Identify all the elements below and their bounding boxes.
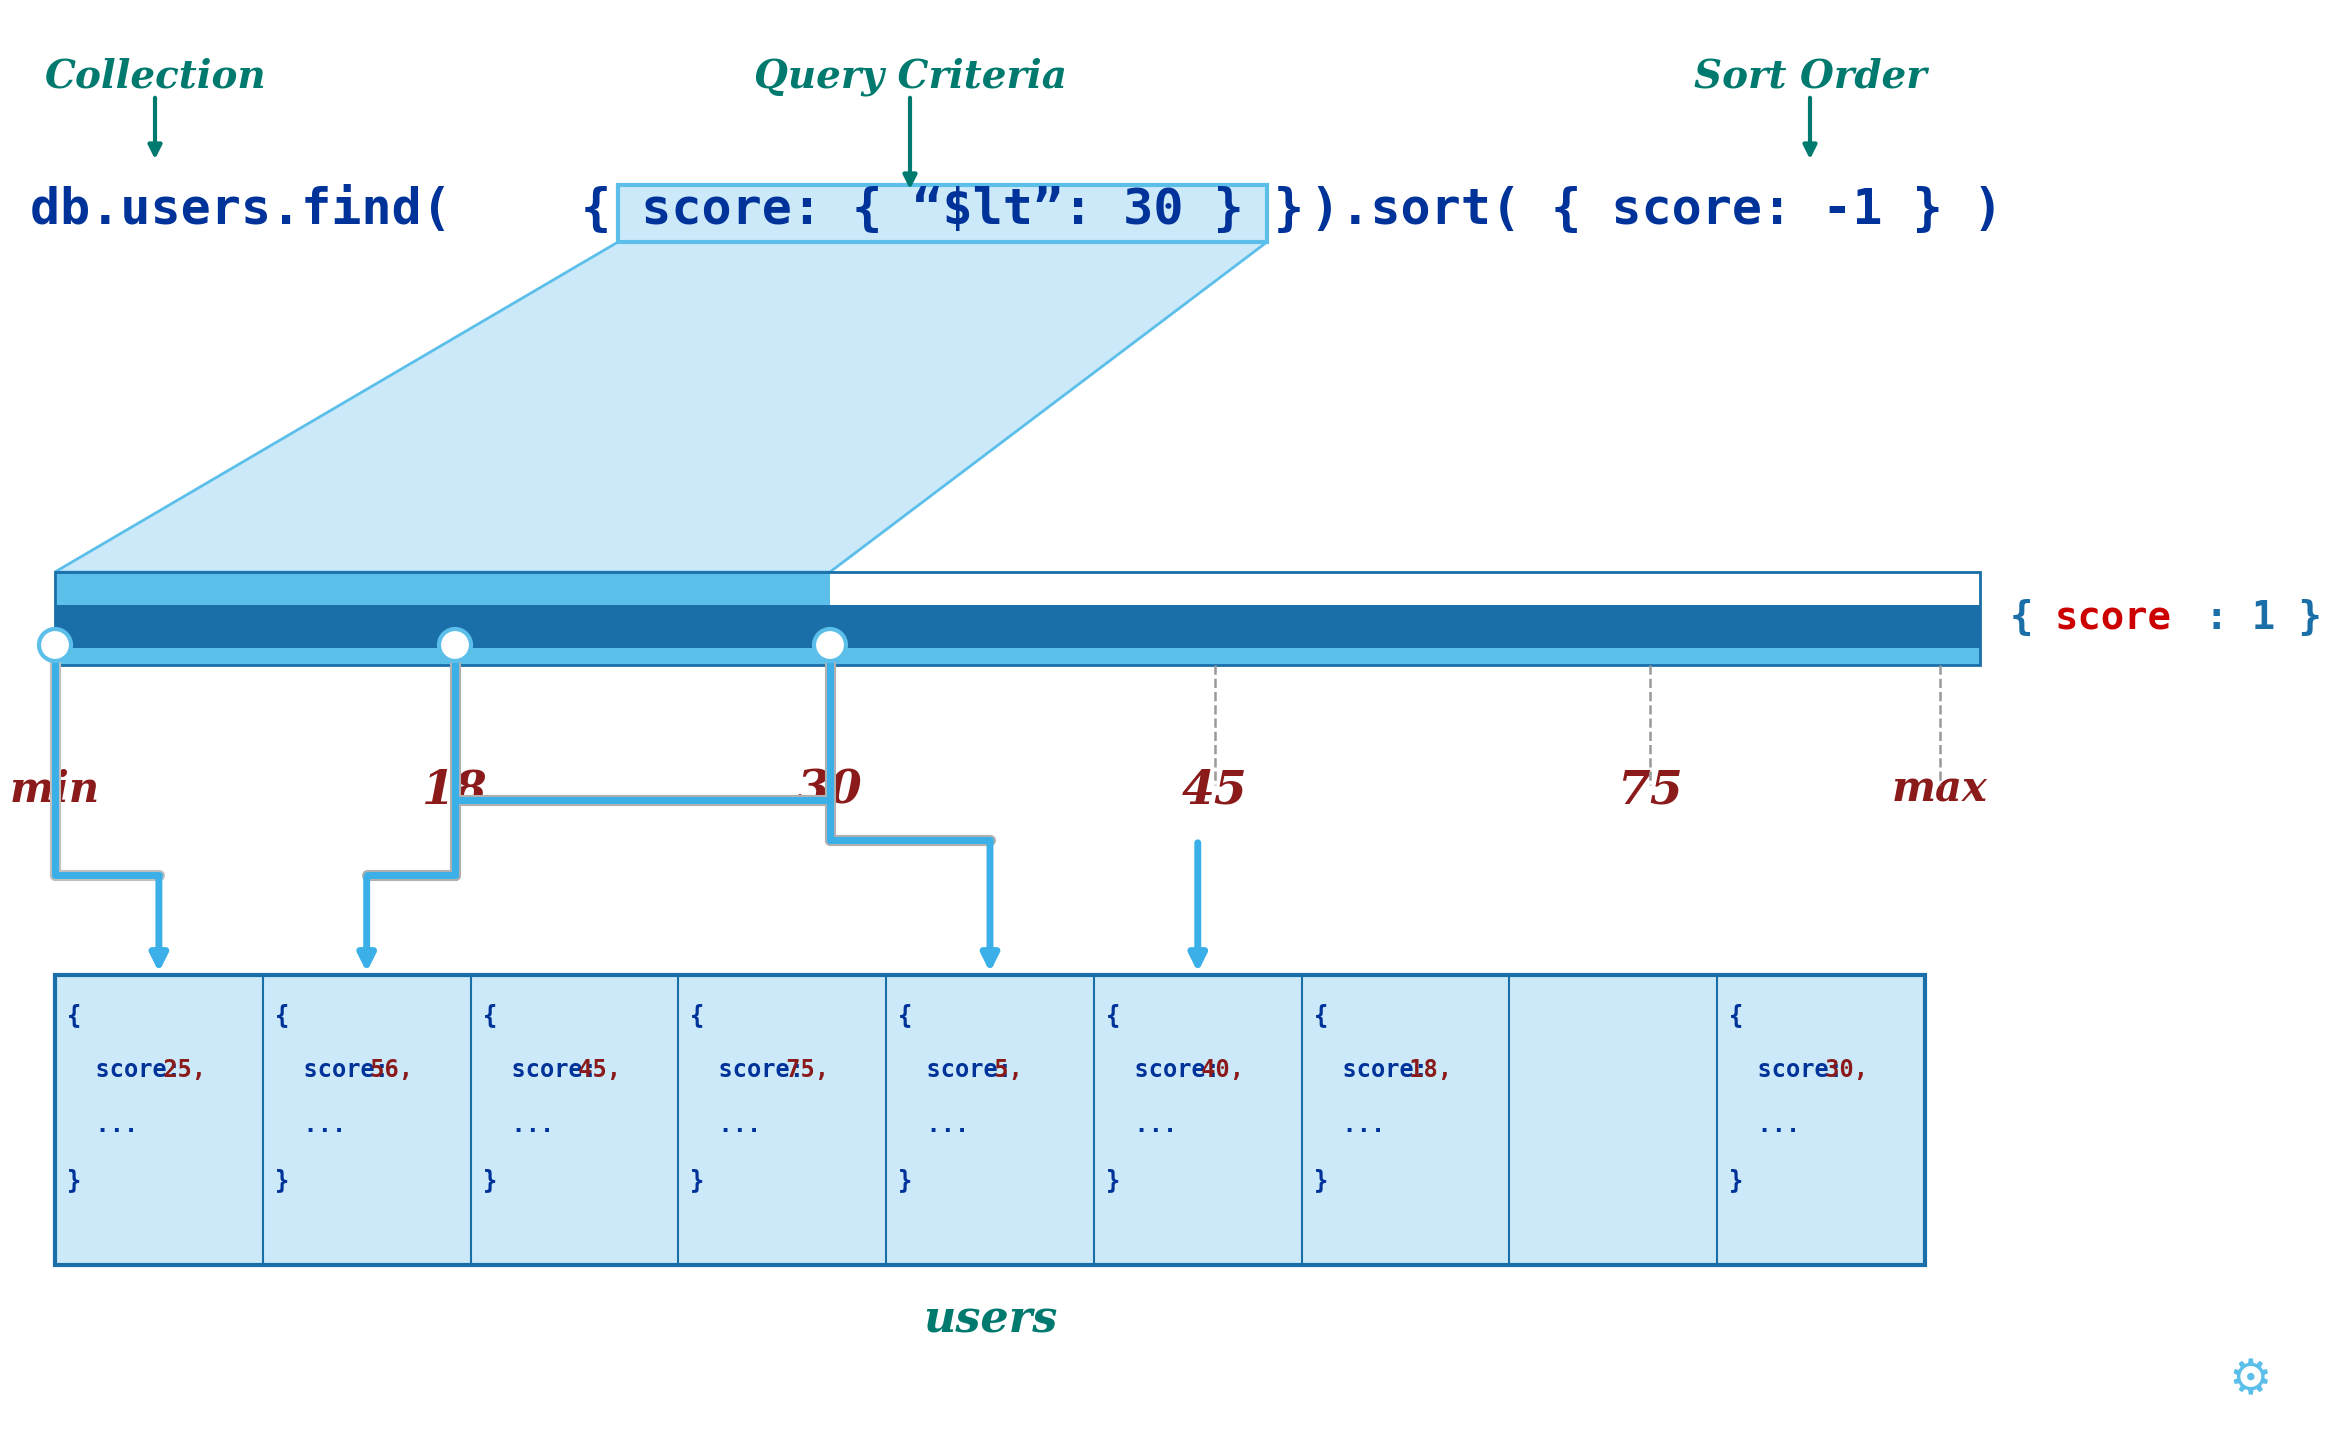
Text: 25,: 25,	[148, 1058, 206, 1082]
Text: : 1 } Index: : 1 } Index	[2206, 600, 2342, 637]
Text: ...: ...	[482, 1113, 553, 1138]
Text: score:: score:	[691, 1058, 803, 1082]
Text: score:: score:	[482, 1058, 597, 1082]
Text: Query Criteria: Query Criteria	[754, 59, 1066, 96]
Bar	[618, 185, 1267, 242]
Bar	[54, 605, 1979, 648]
Text: }: }	[691, 1168, 705, 1192]
Text: }: }	[274, 1168, 288, 1192]
Text: 30: 30	[796, 767, 862, 813]
Text: { score: { “$lt”: 30 } }: { score: { “$lt”: 30 } }	[581, 186, 1304, 235]
Text: min: min	[9, 768, 101, 811]
Bar	[54, 975, 1925, 1265]
Text: score:: score:	[1105, 1058, 1220, 1082]
Text: Sort Order: Sort Order	[1693, 59, 1927, 96]
Text: {: {	[2009, 600, 2056, 637]
Text: ...: ...	[1105, 1113, 1178, 1138]
Text: }: }	[1314, 1168, 1328, 1192]
Text: 18,: 18,	[1396, 1058, 1452, 1082]
Text: 5,: 5,	[979, 1058, 1023, 1082]
Text: ).sort( { score: -1 } ): ).sort( { score: -1 } )	[1281, 186, 2002, 235]
Text: }: }	[897, 1168, 913, 1192]
Circle shape	[815, 630, 845, 661]
Text: db.users.find(: db.users.find(	[30, 186, 482, 235]
Text: {: {	[274, 1003, 288, 1027]
Text: score:: score:	[1314, 1058, 1429, 1082]
Text: ...: ...	[274, 1113, 347, 1138]
Text: score:: score:	[68, 1058, 180, 1082]
Bar	[54, 648, 1979, 665]
Text: 45,: 45,	[564, 1058, 621, 1082]
Text: ...: ...	[1728, 1113, 1801, 1138]
Text: ...: ...	[897, 1113, 970, 1138]
Circle shape	[40, 630, 70, 661]
Text: ...: ...	[691, 1113, 761, 1138]
Text: max: max	[1892, 768, 1988, 811]
Text: score:: score:	[897, 1058, 1012, 1082]
Text: 45: 45	[1183, 767, 1248, 813]
Text: {: {	[68, 1003, 82, 1027]
Text: score: score	[2054, 600, 2171, 637]
Text: users: users	[923, 1298, 1056, 1341]
Text: 18: 18	[422, 767, 487, 813]
Circle shape	[438, 630, 471, 661]
Text: }: }	[1728, 1168, 1742, 1192]
Text: ...: ...	[1314, 1113, 1384, 1138]
Text: }: }	[1105, 1168, 1119, 1192]
Text: }: }	[68, 1168, 82, 1192]
Text: {: {	[1314, 1003, 1328, 1027]
Text: score:: score:	[1728, 1058, 1843, 1082]
Text: {: {	[482, 1003, 497, 1027]
Bar	[54, 572, 1979, 665]
Text: 56,: 56,	[356, 1058, 415, 1082]
Text: 30,: 30,	[1810, 1058, 1869, 1082]
Text: {: {	[691, 1003, 705, 1027]
Text: ...: ...	[68, 1113, 138, 1138]
Text: {: {	[897, 1003, 913, 1027]
Polygon shape	[54, 242, 1267, 572]
Text: }: }	[482, 1168, 497, 1192]
Text: 40,: 40,	[1187, 1058, 1244, 1082]
Text: Collection: Collection	[44, 59, 265, 96]
Text: {: {	[1105, 1003, 1119, 1027]
Text: 75,: 75,	[773, 1058, 829, 1082]
Bar	[54, 572, 829, 605]
Text: 75: 75	[1616, 767, 1684, 813]
Text: score:: score:	[274, 1058, 389, 1082]
Text: ⚙: ⚙	[2227, 1357, 2272, 1404]
Text: {: {	[1728, 1003, 1742, 1027]
